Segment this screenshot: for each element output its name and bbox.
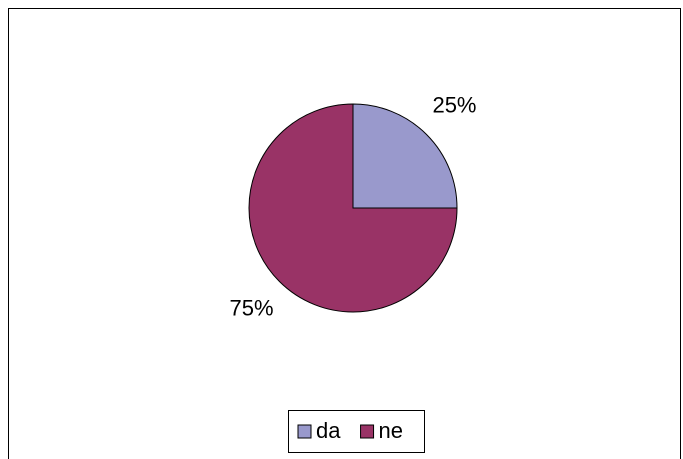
data-label: 75% [229, 295, 273, 320]
legend-label: ne [379, 418, 403, 443]
legend-label: da [316, 418, 341, 443]
data-label: 25% [432, 92, 476, 117]
pie-slice [248, 103, 458, 313]
legend-swatch [360, 424, 375, 439]
pie-slice [352, 103, 458, 209]
legend-swatch [297, 424, 312, 439]
